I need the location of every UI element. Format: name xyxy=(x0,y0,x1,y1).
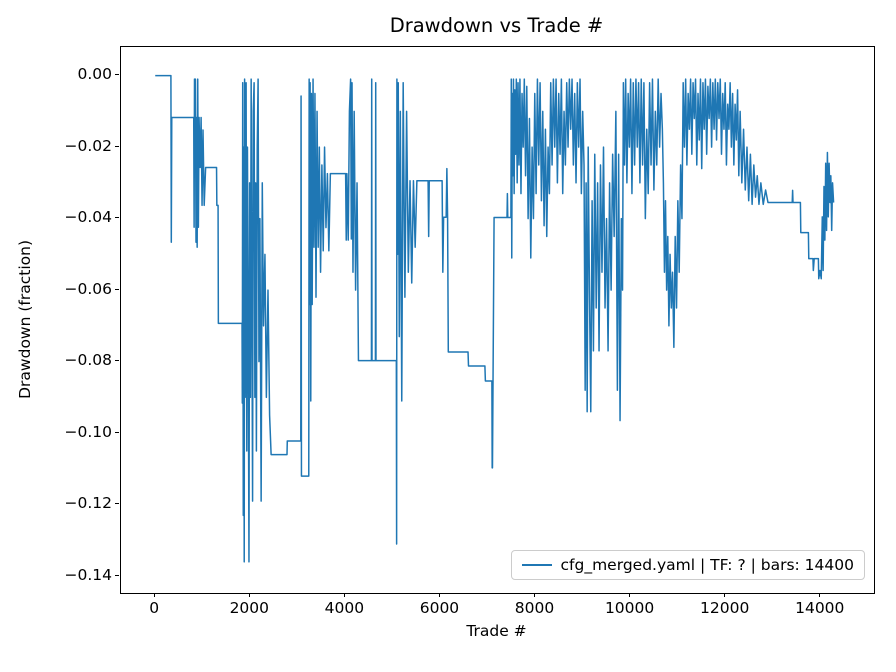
x-tick-label: 4000 xyxy=(324,599,365,617)
y-axis-label: Drawdown (fraction) xyxy=(12,46,38,592)
x-tick-mark xyxy=(248,593,250,597)
y-tick-mark xyxy=(115,74,119,76)
y-tick-mark xyxy=(115,574,119,576)
x-tick-label: 2000 xyxy=(229,599,270,617)
x-tick-label: 14000 xyxy=(795,599,845,617)
legend: cfg_merged.yaml | TF: ? | bars: 14400 xyxy=(510,550,865,580)
x-tick-mark xyxy=(819,593,821,597)
x-tick-label: 0 xyxy=(149,599,160,617)
x-tick-label: 6000 xyxy=(419,599,460,617)
plot-area: cfg_merged.yaml | TF: ? | bars: 14400 xyxy=(120,46,875,594)
chart-title: Drawdown vs Trade # xyxy=(389,14,604,37)
legend-line-sample xyxy=(521,563,552,567)
drawdown-line-plot xyxy=(155,74,835,563)
y-tick-label: −0.14 xyxy=(64,565,113,584)
x-tick-mark xyxy=(343,593,345,597)
x-tick-label: 10000 xyxy=(604,599,655,617)
y-tick-label: −0.06 xyxy=(64,279,113,298)
y-tick-label: −0.02 xyxy=(64,136,113,155)
x-tick-mark xyxy=(724,593,726,597)
y-tick-label: −0.08 xyxy=(64,351,113,370)
y-tick-label: −0.10 xyxy=(64,422,113,441)
y-tick-mark xyxy=(115,288,119,290)
y-tick-label: −0.04 xyxy=(64,208,113,227)
x-tick-mark xyxy=(438,593,440,597)
drawdown-line xyxy=(155,74,835,563)
y-tick-label: 0.00 xyxy=(77,65,112,84)
legend-label: cfg_merged.yaml | TF: ? | bars: 14400 xyxy=(560,556,854,574)
y-tick-mark xyxy=(115,360,119,362)
y-tick-mark xyxy=(115,503,119,505)
x-tick-label: 8000 xyxy=(514,599,555,617)
x-axis-label: Trade # xyxy=(466,622,527,640)
x-tick-label: 12000 xyxy=(700,599,750,617)
y-tick-mark xyxy=(115,217,119,219)
x-tick-mark xyxy=(153,593,155,597)
y-tick-mark xyxy=(115,431,119,433)
x-tick-mark xyxy=(534,593,536,597)
y-axis-label-text: Drawdown (fraction) xyxy=(16,239,34,399)
x-tick-mark xyxy=(629,593,631,597)
y-tick-label: −0.12 xyxy=(64,494,113,513)
y-tick-mark xyxy=(115,145,119,147)
